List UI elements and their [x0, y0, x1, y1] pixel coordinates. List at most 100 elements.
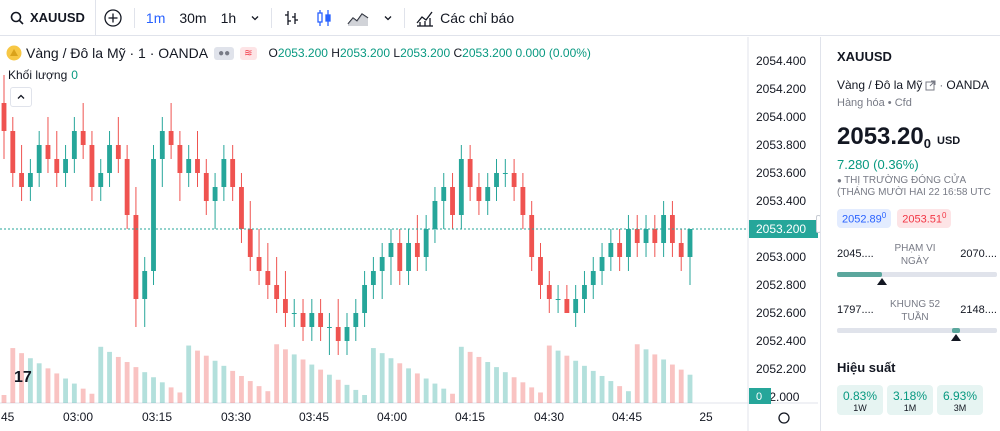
- volume-bar: [379, 353, 385, 403]
- time-tick-label: 04:30: [534, 410, 564, 424]
- bid-badge[interactable]: 2052.890: [837, 209, 892, 228]
- low-label: L: [393, 46, 401, 60]
- change-value: 0.000 (0.00%): [515, 46, 591, 60]
- volume-bar: [212, 360, 218, 403]
- perf-1m[interactable]: 3.18% 1M: [887, 384, 933, 415]
- perf-1w[interactable]: 0.83% 1W: [837, 384, 883, 415]
- chevron-down-icon: [251, 15, 259, 20]
- volume-bar: [687, 374, 693, 403]
- candle-body: [159, 131, 165, 159]
- volume-bar: [168, 387, 174, 403]
- volume-bar: [124, 362, 130, 403]
- chart-area[interactable]: 2054.400 2054.200 2054.000 2053.800 2053.600…: [0, 37, 818, 431]
- time-tick-label: 04:45: [612, 410, 642, 424]
- candle-body: [546, 285, 552, 299]
- 52wk-range: 1797.... KHUNG 52 TUẦN 2148....: [837, 298, 997, 342]
- time-tick-label: 03:45: [299, 410, 329, 424]
- candle-body: [643, 229, 649, 243]
- compare-button[interactable]: [96, 0, 130, 36]
- details-exchange[interactable]: OANDA: [946, 78, 990, 92]
- external-link-icon[interactable]: [925, 80, 936, 91]
- candle-chart-type-button[interactable]: [308, 0, 340, 36]
- volume-bar: [634, 344, 640, 403]
- open-value: 2053.200: [277, 46, 328, 60]
- candle-body: [529, 215, 535, 257]
- chart-type-dropdown[interactable]: [376, 0, 400, 36]
- 52wk-range-label: KHUNG 52 TUẦN: [889, 298, 940, 323]
- candle-body: [564, 299, 570, 313]
- volume-bar: [388, 358, 394, 403]
- volume-bar: [239, 375, 244, 403]
- volume-bar: [27, 358, 33, 403]
- chart-legend: Vàng / Đô la Mỹ · 1 · OANDA ●● ≋ O2053.2…: [6, 45, 591, 61]
- current-price-tag: [749, 220, 818, 238]
- time-tick-label: 03:15: [142, 410, 172, 424]
- candle-body: [98, 173, 104, 187]
- details-name-row: Vàng / Đô la Mỹ · OANDA: [837, 78, 1000, 92]
- price-chart[interactable]: 2054.400 2054.200 2054.000 2053.800 2053.600…: [0, 37, 818, 431]
- volume-bar: [599, 375, 605, 403]
- area-chart-type-button[interactable]: [340, 0, 376, 36]
- candle-body: [115, 145, 121, 159]
- perf-1m-period: 1M: [903, 402, 917, 413]
- candle-body: [353, 313, 359, 327]
- volume-bar: [335, 379, 341, 403]
- perf-3m-value: 6.93%: [942, 388, 978, 403]
- ask-value: 2053.51: [902, 213, 942, 226]
- details-name[interactable]: Vàng / Đô la Mỹ: [837, 78, 923, 92]
- candle-body: [362, 285, 368, 313]
- volume-bar: [265, 391, 271, 403]
- candle-body: [634, 229, 640, 243]
- symbol-search[interactable]: XAUUSD: [0, 0, 96, 36]
- candle-body: [379, 257, 385, 271]
- volume-bar: [98, 346, 104, 403]
- volume-bar: [159, 382, 165, 403]
- price-tick-label: 2052.400: [756, 334, 806, 348]
- volume-bar: [626, 391, 631, 403]
- interval-1m[interactable]: 1m: [145, 9, 166, 26]
- candle-body: [441, 187, 447, 201]
- top-toolbar: XAUUSD 1m 30m 1h Các chỉ báo: [0, 0, 1000, 36]
- volume-bar: [406, 368, 411, 403]
- candle-body: [274, 285, 280, 299]
- candle-body: [309, 313, 315, 327]
- volume-bar: [256, 386, 262, 403]
- bars-icon: [285, 10, 299, 25]
- time-tick-label: 04:15: [455, 410, 485, 424]
- interval-30m[interactable]: 30m: [179, 9, 207, 26]
- settings-icon[interactable]: [778, 412, 790, 424]
- volume-bar: [10, 348, 16, 403]
- details-change: 7.280 (0.36%): [837, 157, 919, 172]
- interval-1h[interactable]: 1h: [220, 9, 237, 26]
- tradingview-logo: 17: [14, 369, 32, 386]
- close-label: C: [453, 46, 463, 60]
- candle-body: [45, 145, 51, 159]
- candle-body: [10, 131, 16, 173]
- candle-body: [520, 187, 526, 215]
- interval-dropdown[interactable]: [243, 0, 267, 36]
- gold-coin-icon: [6, 45, 22, 61]
- candle-body: [151, 159, 156, 271]
- volume-bar: [71, 383, 77, 403]
- candle-body: [432, 201, 438, 229]
- candle-body: [326, 327, 332, 328]
- candle-body: [344, 327, 350, 341]
- perf-3m[interactable]: 6.93% 3M: [937, 384, 983, 415]
- volume-label: Khối lượng: [8, 68, 68, 82]
- candle-body: [221, 159, 227, 187]
- collapse-legend-button[interactable]: [10, 87, 32, 107]
- indicators-button[interactable]: Các chỉ báo: [409, 0, 521, 36]
- volume-bar: [89, 393, 95, 403]
- ask-sup: 0: [941, 211, 947, 220]
- market-status-icon[interactable]: ≋: [240, 46, 257, 60]
- 52wk-range-fill: [952, 327, 961, 333]
- volume-bar: [502, 372, 508, 403]
- bar-chart-type-button[interactable]: [276, 0, 308, 36]
- time-tick-label: :45: [0, 410, 15, 424]
- visibility-toggle[interactable]: ●●: [214, 46, 235, 60]
- candle-body: [142, 271, 148, 299]
- candle-body: [36, 145, 42, 173]
- ask-badge[interactable]: 2053.510: [897, 209, 952, 228]
- volume-bar: [485, 362, 491, 403]
- volume-bar: [564, 355, 570, 403]
